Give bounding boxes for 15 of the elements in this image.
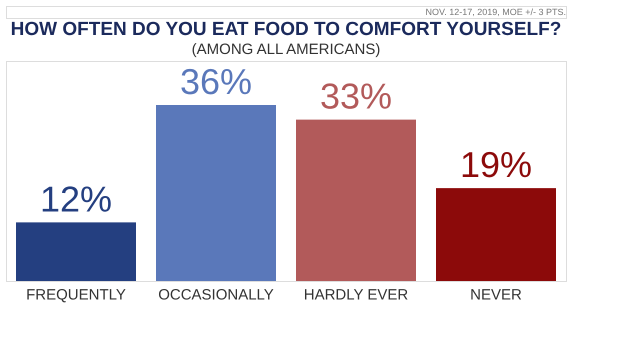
x-tick-label: HARDLY EVER bbox=[304, 286, 408, 304]
bar bbox=[16, 222, 136, 281]
x-tick-label: OCCASIONALLY bbox=[158, 286, 274, 304]
x-tick-label: FREQUENTLY bbox=[26, 286, 126, 304]
text: NOV. 12-17, 2019, MOE +/- 3 PTS. bbox=[426, 7, 566, 17]
data-label: 19% bbox=[460, 144, 532, 186]
bar bbox=[156, 105, 276, 281]
data-label: 12% bbox=[40, 178, 112, 220]
bar bbox=[296, 120, 416, 281]
chart-subtitle: (AMONG ALL AMERICANS) bbox=[192, 41, 380, 58]
bar bbox=[436, 188, 556, 281]
chart-title: HOW OFTEN DO YOU EAT FOOD TO COMFORT YOURSELF? bbox=[10, 19, 562, 40]
data-label: 33% bbox=[320, 76, 392, 117]
data-label: 36% bbox=[180, 61, 252, 102]
x-tick-label: NEVER bbox=[470, 286, 522, 304]
